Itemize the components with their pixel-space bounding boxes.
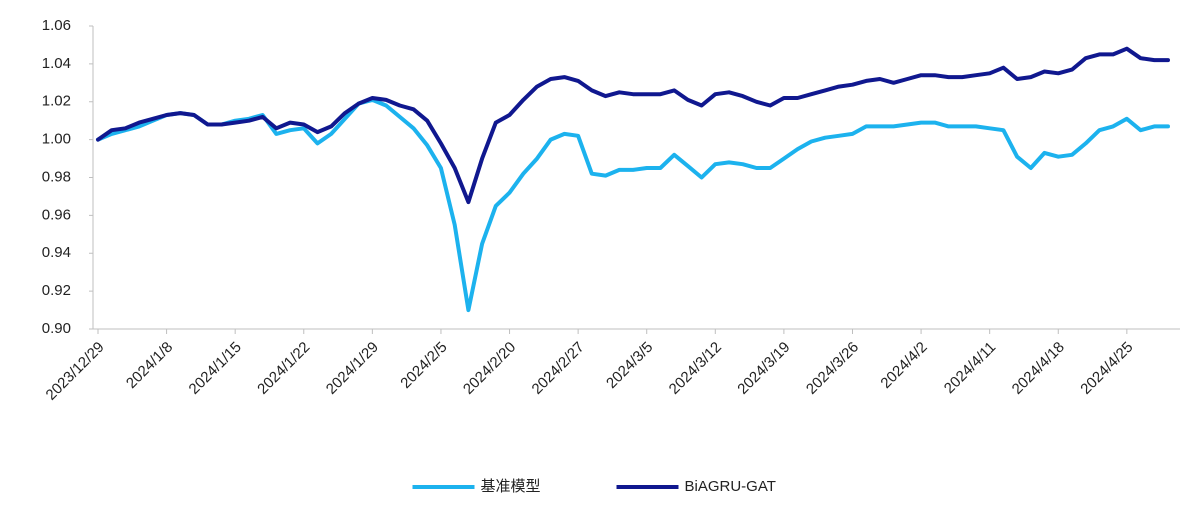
x-tick-label: 2024/4/25 [1077, 339, 1136, 398]
legend-label: BiAGRU-GAT [685, 478, 776, 495]
x-tick-label: 2024/1/8 [123, 339, 176, 392]
x-tick-label: 2024/3/26 [803, 339, 862, 398]
y-tick-label: 1.06 [42, 17, 71, 34]
x-tick-label: 2024/4/2 [877, 339, 930, 392]
y-tick-label: 1.00 [42, 131, 71, 148]
y-tick-label: 0.90 [42, 320, 71, 337]
y-tick-label: 1.04 [42, 55, 71, 72]
y-tick-label: 0.96 [42, 206, 71, 223]
series-line [96, 97, 1170, 313]
series-line [96, 46, 1170, 205]
x-tick-label: 2024/4/18 [1009, 339, 1068, 398]
x-tick-label: 2024/2/5 [397, 339, 450, 392]
y-tick-label: 1.02 [42, 93, 71, 110]
y-tick-label: 0.94 [42, 244, 71, 261]
x-tick-label: 2024/1/22 [254, 339, 313, 398]
y-tick-label: 0.92 [42, 282, 71, 299]
x-tick-label: 2024/2/27 [529, 339, 588, 398]
x-tick-label: 2024/1/29 [323, 339, 382, 398]
x-tick-label: 2024/3/5 [603, 339, 656, 392]
x-tick-label: 2024/3/19 [734, 339, 793, 398]
legend-label: 基准模型 [481, 478, 541, 495]
y-tick-label: 0.98 [42, 168, 71, 185]
x-tick-label: 2024/4/11 [941, 339, 999, 397]
x-tick-label: 2023/12/29 [43, 339, 108, 404]
x-tick-label: 2024/1/15 [186, 339, 245, 398]
x-tick-label: 2024/3/12 [666, 339, 725, 398]
x-tick-label: 2024/2/20 [460, 339, 519, 398]
